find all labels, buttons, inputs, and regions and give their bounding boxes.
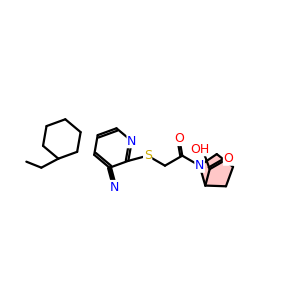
Text: N: N — [195, 159, 204, 172]
Text: S: S — [144, 149, 152, 162]
Text: O: O — [174, 132, 184, 146]
Text: O: O — [224, 152, 233, 165]
Polygon shape — [200, 154, 233, 186]
Text: OH: OH — [190, 143, 209, 156]
Text: N: N — [127, 135, 136, 148]
Text: N: N — [110, 181, 119, 194]
